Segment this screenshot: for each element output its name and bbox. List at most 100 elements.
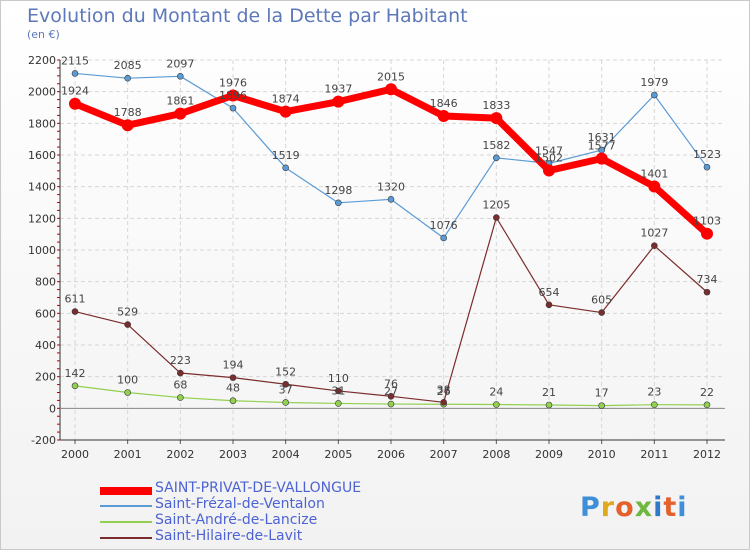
data-label: 1298 bbox=[324, 184, 352, 197]
x-tick-label: 2005 bbox=[324, 448, 352, 461]
legend-swatch bbox=[100, 487, 152, 495]
logo-letter: t bbox=[663, 492, 678, 523]
data-point bbox=[177, 73, 184, 80]
y-tick-label: 400 bbox=[35, 339, 56, 352]
x-tick-label: 2010 bbox=[588, 448, 616, 461]
data-point bbox=[177, 369, 184, 377]
data-point bbox=[174, 107, 187, 120]
legend-label: SAINT-PRIVAT-DE-VALLONGUE bbox=[155, 480, 362, 496]
data-label: 1937 bbox=[324, 83, 352, 96]
y-tick-label: 2000 bbox=[28, 86, 56, 99]
data-label: 1027 bbox=[640, 227, 668, 240]
data-label: 1788 bbox=[114, 106, 142, 119]
y-tick-label: 600 bbox=[35, 307, 56, 320]
proxiti-logo: Proxiti bbox=[580, 492, 688, 523]
data-label: 1631 bbox=[588, 131, 616, 144]
data-label: 1523 bbox=[693, 148, 721, 161]
data-label: 734 bbox=[697, 273, 718, 286]
x-tick-label: 2000 bbox=[61, 448, 89, 461]
data-point bbox=[703, 288, 711, 296]
data-point bbox=[543, 164, 555, 177]
data-point bbox=[440, 234, 447, 242]
data-label: 27 bbox=[384, 385, 398, 398]
data-label: 194 bbox=[223, 359, 244, 372]
data-label: 1401 bbox=[640, 168, 668, 181]
logo-letter: x bbox=[634, 492, 654, 523]
data-label: 1577 bbox=[588, 140, 616, 153]
chart-title: Evolution du Montant de la Dette par Hab… bbox=[27, 5, 468, 27]
data-point bbox=[701, 227, 713, 240]
data-label: 26 bbox=[437, 385, 451, 398]
data-point bbox=[282, 380, 289, 388]
data-point bbox=[177, 394, 184, 401]
data-label: 1519 bbox=[272, 149, 300, 162]
data-label: 1076 bbox=[430, 219, 458, 232]
y-tick-label: 0 bbox=[49, 402, 56, 415]
y-tick-label: 1400 bbox=[28, 181, 56, 194]
data-label: 37 bbox=[279, 383, 293, 396]
data-point bbox=[229, 374, 237, 381]
data-point bbox=[651, 91, 658, 99]
legend-swatch bbox=[100, 521, 152, 523]
data-point bbox=[387, 400, 395, 408]
data-point bbox=[493, 154, 500, 162]
data-point bbox=[282, 164, 289, 172]
x-tick-label: 2001 bbox=[114, 448, 142, 461]
data-point bbox=[648, 180, 661, 193]
data-point bbox=[387, 392, 395, 400]
y-tick-label: 2200 bbox=[28, 54, 56, 67]
data-label: 38 bbox=[437, 383, 451, 396]
data-label: 1547 bbox=[535, 144, 563, 157]
data-label: 31 bbox=[331, 384, 345, 397]
data-point bbox=[493, 401, 500, 408]
data-point bbox=[545, 401, 553, 409]
data-point bbox=[69, 97, 81, 110]
data-point bbox=[387, 196, 395, 203]
data-point bbox=[703, 163, 711, 171]
data-point bbox=[595, 152, 608, 165]
data-point bbox=[490, 112, 503, 125]
y-tick-label: 200 bbox=[35, 371, 56, 384]
data-label: 1874 bbox=[272, 93, 300, 106]
data-point bbox=[385, 83, 397, 96]
legend-swatch bbox=[100, 537, 152, 539]
data-label: 2097 bbox=[166, 57, 194, 70]
data-label: 76 bbox=[384, 377, 398, 390]
data-point bbox=[545, 301, 553, 309]
data-point bbox=[703, 401, 711, 409]
data-point bbox=[279, 105, 292, 118]
data-label: 529 bbox=[117, 306, 138, 319]
data-label: 1896 bbox=[219, 89, 247, 102]
data-point bbox=[598, 402, 605, 409]
data-label: 605 bbox=[591, 294, 612, 307]
data-label: 100 bbox=[117, 374, 138, 387]
y-tick-label: 1000 bbox=[28, 244, 56, 257]
data-point bbox=[651, 242, 658, 250]
data-point bbox=[124, 321, 131, 328]
data-point bbox=[335, 199, 342, 207]
data-label: 1833 bbox=[482, 99, 510, 112]
data-point bbox=[282, 399, 289, 406]
unit-label: (en €) bbox=[27, 28, 60, 41]
legend-label: Saint-Hilaire-de-Lavit bbox=[155, 528, 303, 544]
data-point bbox=[332, 95, 345, 108]
x-tick-label: 2002 bbox=[166, 448, 194, 461]
y-tick-label: -200 bbox=[31, 434, 56, 447]
data-label: 110 bbox=[328, 372, 349, 385]
data-point bbox=[335, 400, 342, 407]
legend-swatch bbox=[100, 505, 152, 507]
data-point bbox=[124, 74, 131, 82]
data-label: 22 bbox=[700, 386, 714, 399]
data-label: 2085 bbox=[114, 59, 142, 72]
data-label: 68 bbox=[173, 379, 187, 392]
data-point bbox=[493, 214, 500, 221]
data-point bbox=[71, 308, 79, 315]
x-tick-label: 2007 bbox=[430, 448, 458, 461]
data-label: 48 bbox=[226, 382, 240, 395]
y-tick-label: 1200 bbox=[28, 212, 56, 225]
data-label: 2115 bbox=[61, 54, 89, 67]
data-label: 1976 bbox=[219, 76, 247, 89]
x-tick-label: 2006 bbox=[377, 448, 405, 461]
x-tick-label: 2011 bbox=[640, 448, 668, 461]
